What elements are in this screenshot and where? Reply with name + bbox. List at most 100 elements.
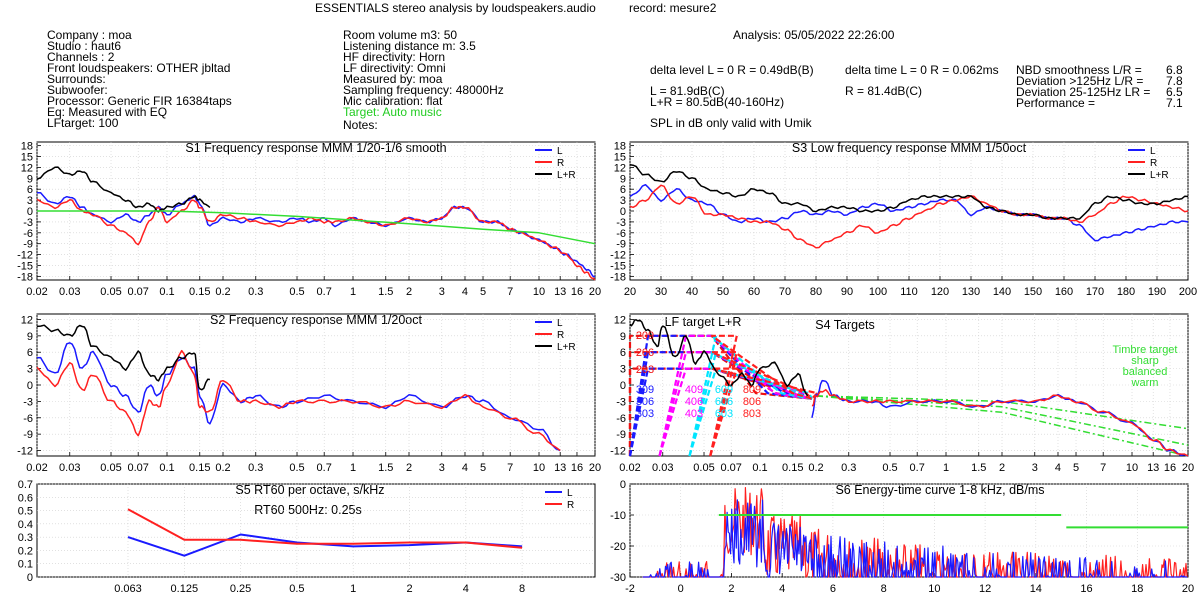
info-front-loudspeakers: Front loudspeakers: OTHER jbltad (47, 61, 231, 75)
metric-nbd-value: 6.8 (1166, 63, 1183, 77)
S1-ytick-label-11: -15 (17, 260, 33, 272)
S4-xtick-label-3: 0.07 (720, 462, 741, 474)
S1-xtick-label-14: 4 (462, 286, 468, 298)
info-studio: Studio : haut6 (47, 39, 122, 53)
S4-ytick-label-5: -3 (616, 396, 626, 408)
S1-xtick-label-19: 16 (571, 286, 583, 298)
S2-xtick-label-10: 1 (350, 462, 356, 474)
S4-series-lplusr (629, 319, 809, 397)
S4-xtick-label-12: 2 (999, 462, 1005, 474)
S6-xtick-label-3: 4 (779, 583, 785, 595)
S2-xtick-label-2: 0.05 (100, 462, 121, 474)
S4-xtick-label-2: 0.05 (693, 462, 714, 474)
S5-ytick-label-6: 0.1 (18, 559, 33, 571)
S3-xtick-label-13: 150 (1024, 286, 1042, 298)
S4-annot-406: 406 (685, 396, 703, 408)
S5-ytick-label-7: 0 (27, 572, 33, 584)
S1-xtick-label-1: 0.03 (59, 286, 80, 298)
S3-ytick-label-1: 15 (614, 152, 626, 164)
S1-ytick-label-7: -3 (23, 217, 33, 229)
S2-ytick-label-7: -9 (23, 429, 33, 441)
S4-annot-309: 309 (636, 384, 654, 396)
S4-xtick-label-6: 0.2 (808, 462, 823, 474)
S4-title: S4 Targets (815, 318, 875, 332)
S4-annot-409: 409 (685, 384, 703, 396)
S4-xtick-label-1: 0.03 (652, 462, 673, 474)
S1-xtick-label-20: 20 (589, 286, 601, 298)
S6-xtick-label-7: 12 (979, 583, 991, 595)
info-target: Target: Auto music (343, 105, 442, 119)
S5-ytick-label-1: 0.6 (18, 492, 33, 504)
S3-ytick-label-0: 18 (614, 141, 626, 153)
metric-dev-lf-label: Deviation 25-125Hz LR = (1016, 85, 1151, 99)
S1-xtick-label-4: 0.1 (159, 286, 174, 298)
S6-series-r (642, 487, 1188, 578)
info-channels: Channels : 2 (47, 50, 115, 64)
S6-xtick-label-1: 0 (678, 583, 684, 595)
S1-ytick-label-12: -18 (17, 271, 33, 283)
S6-ytick-label-2: -20 (610, 541, 626, 553)
S2-title: S2 Frequency response MMM 1/20oct (210, 313, 422, 327)
S3-ytick-label-9: -9 (616, 239, 626, 251)
S1-xtick-label-8: 0.5 (289, 286, 304, 298)
spl-lr: L+R = 80.5dB(40-160Hz) (650, 95, 785, 109)
S2-xtick-label-7: 0.3 (248, 462, 263, 474)
S2-legend-label-0: L (557, 318, 563, 329)
S5-frame (36, 483, 596, 578)
S2-ytick-label-5: -3 (23, 396, 33, 408)
S1-xtick-label-3: 0.07 (127, 286, 148, 298)
S5-xtick-label-5: 2 (406, 583, 412, 595)
S6-title: S6 Energy-time curve 1-8 kHz, dB/ms (835, 483, 1044, 497)
S5-ytick-label-4: 0.3 (18, 532, 33, 544)
S1-series-l (37, 192, 596, 278)
S1-title: S1 Frequency response MMM 1/20-1/6 smoot… (185, 141, 446, 155)
S2-ytick-label-4: 0 (27, 380, 33, 392)
S4-xtick-label-13: 3 (1032, 462, 1038, 474)
S6-xtick-label-10: 18 (1131, 583, 1143, 595)
S2-legend-label-1: R (557, 330, 564, 341)
S2-legend-label-2: L+R (557, 342, 576, 353)
S4-xtick-label-10: 1 (943, 462, 949, 474)
metric-performance-value: 7.1 (1166, 96, 1183, 110)
S1-xtick-label-7: 0.3 (248, 286, 263, 298)
S3-xtick-label-12: 140 (993, 286, 1011, 298)
info-subwoofer: Subwoofer: (47, 83, 108, 97)
S1-xtick-label-18: 13 (554, 286, 566, 298)
S4-ytick-label-4: 0 (620, 380, 626, 392)
S2-xtick-label-16: 7 (507, 462, 513, 474)
S6-xtick-label-11: 20 (1182, 583, 1194, 595)
S1-xtick-label-11: 1.5 (378, 286, 393, 298)
S4-annot-306: 306 (636, 396, 654, 408)
S5-xtick-label-2: 0.25 (230, 583, 251, 595)
metric-nbd-label: NBD smoothness L/R = (1016, 63, 1142, 77)
S2-xtick-label-8: 0.5 (289, 462, 304, 474)
S2-ytick-label-8: -12 (17, 446, 33, 458)
S3-xtick-label-18: 200 (1179, 286, 1197, 298)
S2-xtick-label-14: 4 (462, 462, 468, 474)
S4-lf-target-3-2 (688, 367, 813, 457)
S1-ytick-label-1: 15 (21, 152, 33, 164)
S1-ytick-label-3: 9 (27, 173, 33, 185)
S1-xtick-label-6: 0.2 (215, 286, 230, 298)
S5-title: S5 RT60 per octave, s/kHz (235, 483, 384, 497)
S3-ytick-label-10: -12 (610, 250, 626, 262)
S6-xtick-label-6: 10 (928, 583, 940, 595)
S3-xtick-label-15: 170 (1086, 286, 1104, 298)
S3-series-r (629, 184, 1189, 249)
S4-subtitle: LF target L+R (665, 315, 742, 329)
S1-legend-label-1: R (557, 158, 564, 169)
info-company: Company : moa (47, 28, 132, 42)
S1-xtick-label-5: 0.15 (189, 286, 210, 298)
S4-timbre-target-1 (815, 395, 1189, 446)
S3-ytick-label-6: 0 (620, 206, 626, 218)
S4-ytick-label-8: -12 (610, 446, 626, 458)
S4-annot-sharp: sharp (1131, 355, 1159, 367)
S4-annot-809: 809 (743, 384, 761, 396)
S3-xtick-label-14: 160 (1055, 286, 1073, 298)
chart-S5: S5 RT60 per octave, s/kHz RT60 500Hz: 0.2… (18, 479, 596, 595)
S2-xtick-label-18: 13 (554, 462, 566, 474)
S3-xtick-label-2: 40 (686, 286, 698, 298)
info-listening-distance: Listening distance m: 3.5 (343, 39, 476, 53)
info-lftarget: LFtarget: 100 (47, 116, 119, 130)
